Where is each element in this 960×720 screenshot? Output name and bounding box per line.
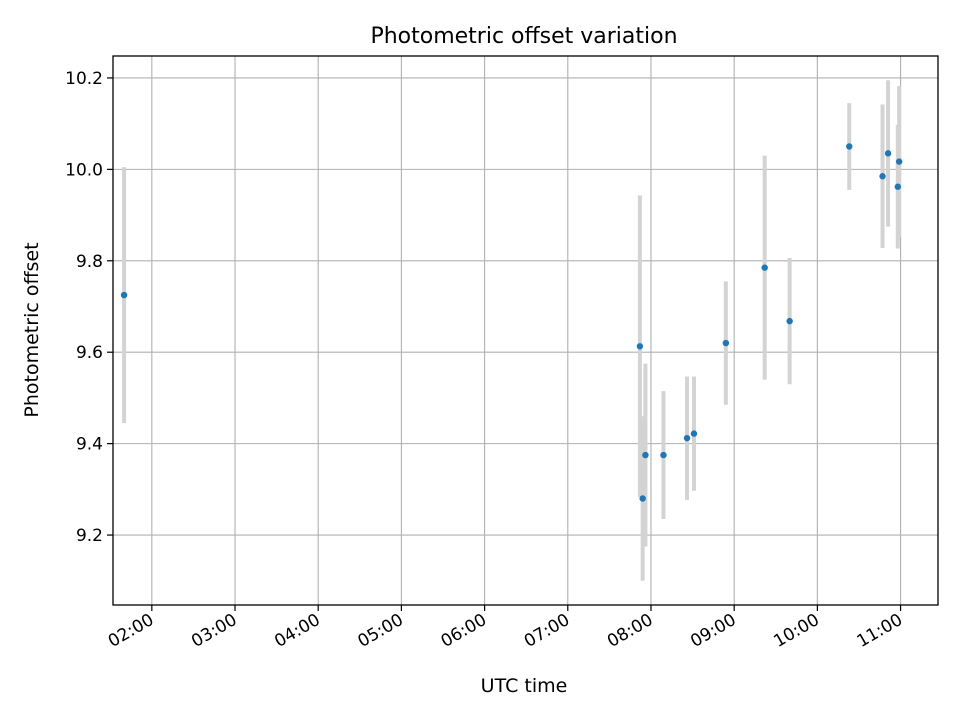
data-point: [879, 173, 886, 180]
y-axis-label: Photometric offset: [21, 242, 43, 417]
y-axis-ticks: 9.2 9.4 9.6 9.8 10.0 10.2: [65, 69, 113, 546]
grid-lines: [113, 56, 938, 605]
data-point: [894, 183, 901, 190]
x-axis-label: UTC time: [481, 675, 568, 697]
data-point: [636, 343, 644, 350]
data-point: [722, 339, 730, 347]
data-point: [786, 317, 793, 325]
y-tick-label: 9.8: [76, 252, 103, 272]
y-tick-label: 9.2: [76, 526, 103, 546]
data-point: [642, 451, 649, 459]
y-tick-label: 9.6: [76, 343, 103, 363]
data-points: [120, 143, 903, 502]
y-tick-label: 10.0: [65, 160, 103, 180]
data-point: [639, 495, 646, 502]
data-point: [895, 158, 903, 165]
chart-title: Photometric offset variation: [370, 24, 677, 49]
data-point: [690, 430, 698, 437]
y-tick-label: 9.4: [76, 435, 103, 455]
data-point: [761, 264, 768, 271]
data-point: [884, 150, 892, 157]
data-point: [120, 291, 128, 299]
data-point: [683, 434, 691, 442]
y-tick-label: 10.2: [65, 69, 103, 89]
data-point: [660, 451, 667, 459]
plot-frame: [112, 55, 939, 606]
data-point: [846, 143, 853, 150]
